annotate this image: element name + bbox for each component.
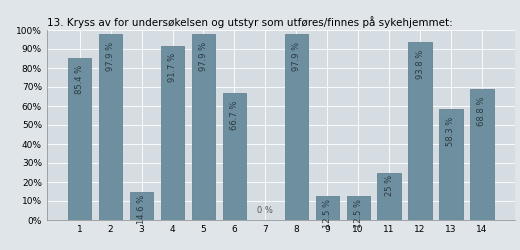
Bar bbox=[284, 34, 308, 220]
Bar bbox=[161, 46, 184, 220]
Bar bbox=[99, 34, 122, 220]
Text: 25 %: 25 % bbox=[385, 175, 394, 197]
Bar bbox=[130, 192, 153, 220]
Text: 66.7 %: 66.7 % bbox=[230, 101, 239, 130]
Text: 0 %: 0 % bbox=[257, 206, 274, 215]
Text: 68.8 %: 68.8 % bbox=[477, 97, 486, 126]
Text: 13. Kryss av for undersøkelsen og utstyr som utføres/finnes på sykehjemmet:: 13. Kryss av for undersøkelsen og utstyr… bbox=[47, 16, 452, 28]
Bar bbox=[192, 34, 215, 220]
Bar bbox=[378, 172, 401, 220]
Text: 58.3 %: 58.3 % bbox=[447, 117, 456, 146]
Bar bbox=[439, 109, 463, 220]
Text: 12.5 %: 12.5 % bbox=[354, 199, 362, 228]
Bar bbox=[68, 58, 92, 220]
Bar bbox=[470, 89, 493, 220]
Text: 97.9 %: 97.9 % bbox=[292, 42, 301, 71]
Bar bbox=[316, 196, 339, 220]
Bar bbox=[408, 42, 432, 220]
Text: 12.5 %: 12.5 % bbox=[323, 199, 332, 228]
Text: 97.9 %: 97.9 % bbox=[106, 42, 115, 71]
Text: 14.6 %: 14.6 % bbox=[137, 195, 146, 224]
Text: 91.7 %: 91.7 % bbox=[168, 53, 177, 82]
Bar bbox=[223, 93, 246, 220]
Text: 85.4 %: 85.4 % bbox=[75, 65, 84, 94]
Bar bbox=[346, 196, 370, 220]
Text: 93.8 %: 93.8 % bbox=[415, 50, 424, 79]
Text: 97.9 %: 97.9 % bbox=[199, 42, 208, 71]
